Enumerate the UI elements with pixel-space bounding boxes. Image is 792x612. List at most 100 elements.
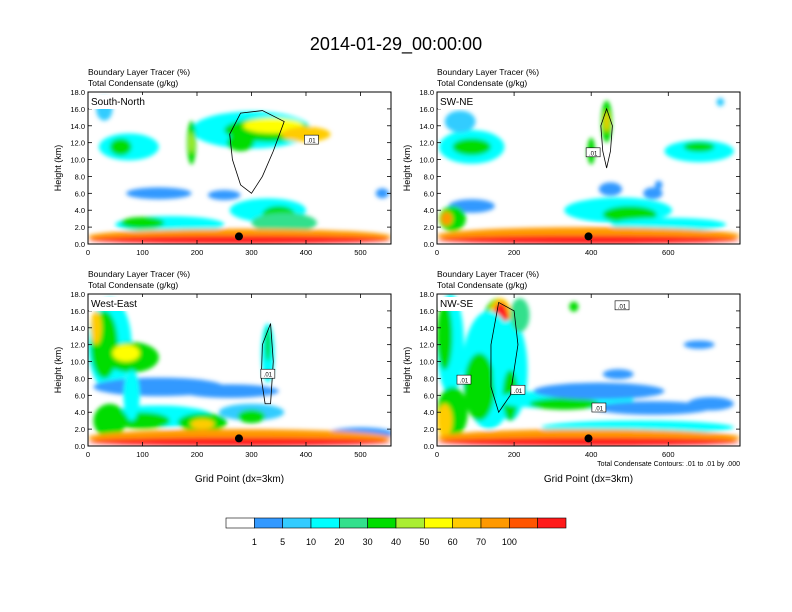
panel-sw-ne: .01 0.0 2.0 4.0 6.0 8.0 10.0 12.0 14.0 16.0 18.0 0 2… (402, 67, 741, 257)
panel-title-line-1: Boundary Layer Tracer (%) (88, 67, 190, 77)
x-tick-label: 400 (300, 248, 313, 257)
x-tick-label: 600 (662, 248, 675, 257)
y-tick-label: 18.0 (419, 290, 434, 299)
colorbar-swatch (452, 517, 482, 529)
x-tick-label: 300 (245, 248, 258, 257)
y-tick-label: 14.0 (70, 122, 85, 131)
panel-name: SW-NE (440, 97, 473, 108)
colorbar: 1 5 10 20 30 40 50 60 70 100 (225, 517, 567, 547)
y-tick-label: 16.0 (419, 307, 434, 316)
contour-footnote: Total Condensate Contours: .01 to .01 by… (597, 461, 740, 468)
colorbar-label: 40 (391, 537, 401, 547)
contour-label: .01 (589, 151, 598, 157)
shaded-cell (683, 141, 715, 152)
contour-label: .01 (307, 139, 316, 145)
panel-name: West-East (91, 299, 137, 310)
x-tick-label: 200 (191, 450, 204, 459)
colorbar-swatch (339, 517, 368, 529)
shaded-cell (237, 409, 266, 424)
y-tick-label: 8.0 (75, 172, 85, 181)
colorbar-label: 50 (419, 537, 429, 547)
shaded-cell (123, 370, 140, 421)
figure-title: 2014-01-29_00:00:00 (310, 34, 482, 55)
shaded-cell (112, 344, 140, 362)
y-tick-label: 16.0 (70, 307, 85, 316)
contour-label: .01 (514, 389, 523, 395)
colorbar-swatch (254, 517, 283, 529)
plot-frame (436, 91, 741, 245)
shaded-cell (683, 340, 715, 349)
y-tick-label: 12.0 (419, 341, 434, 350)
shaded-cell (437, 302, 453, 370)
shaded-cell (251, 212, 317, 234)
contour-label: .01 (460, 379, 469, 385)
y-tick-label: 0.0 (75, 442, 85, 451)
y-tick-label: 10.0 (419, 358, 434, 367)
y-tick-label: 2.0 (75, 223, 85, 232)
shaded-cell (180, 384, 279, 398)
tracer-field (88, 97, 391, 244)
location-marker (234, 232, 243, 241)
y-tick-label: 14.0 (419, 324, 434, 333)
shaded-cell (643, 187, 663, 200)
x-tick-label: 100 (136, 248, 149, 257)
y-tick-label: 6.0 (424, 189, 434, 198)
y-tick-label: 4.0 (424, 408, 434, 417)
x-tick-label: 0 (86, 450, 90, 459)
colorbar-swatch (480, 517, 510, 529)
colorbar-swatch (310, 517, 340, 529)
colorbar-swatch (282, 517, 312, 529)
colorbar-swatch (424, 517, 453, 529)
shaded-cell (569, 301, 579, 312)
y-axis-label: Height (km) (402, 145, 412, 192)
y-tick-label: 14.0 (70, 324, 85, 333)
x-tick-label: 400 (585, 450, 598, 459)
x-tick-label: 0 (435, 248, 439, 257)
y-tick-label: 10.0 (419, 156, 434, 165)
x-tick-label: 200 (508, 450, 521, 459)
y-tick-label: 12.0 (419, 139, 434, 148)
x-tick-label: 600 (662, 450, 675, 459)
shaded-cell (190, 418, 215, 430)
colorbar-label: 70 (476, 537, 486, 547)
plot-frame (436, 293, 741, 447)
x-axis-label: Grid Point (dx=3km) (544, 474, 633, 485)
y-tick-label: 0.0 (75, 240, 85, 249)
y-tick-label: 0.0 (424, 442, 434, 451)
contour-label: .01 (618, 304, 627, 310)
panel-name: South-North (91, 97, 145, 108)
x-tick-label: 100 (136, 450, 149, 459)
y-tick-label: 0.0 (424, 240, 434, 249)
colorbar-swatch (367, 517, 397, 529)
panel-title-line-2: Total Condensate (g/kg) (437, 280, 527, 290)
condensate-contour (229, 110, 285, 194)
shaded-cell (687, 397, 734, 411)
shaded-cell (437, 403, 453, 438)
x-tick-label: 200 (191, 248, 204, 257)
y-tick-label: 4.0 (75, 408, 85, 417)
location-marker (584, 434, 593, 443)
panel-title-line-2: Total Condensate (g/kg) (437, 78, 527, 88)
shaded-cell (189, 132, 194, 153)
y-tick-label: 6.0 (424, 391, 434, 400)
y-tick-label: 10.0 (70, 156, 85, 165)
shaded-cell (598, 182, 623, 196)
colorbar-label: 10 (306, 537, 316, 547)
colorbar-swatch (537, 517, 567, 529)
condensate-contour (490, 301, 519, 414)
colorbar-label: 100 (502, 537, 517, 547)
x-tick-label: 500 (354, 248, 367, 257)
panel-title-line-1: Boundary Layer Tracer (%) (88, 269, 190, 279)
y-tick-label: 16.0 (70, 105, 85, 114)
y-tick-label: 12.0 (70, 139, 85, 148)
colorbar-label: 1 (252, 537, 257, 547)
panel-title-line-1: Boundary Layer Tracer (%) (437, 269, 539, 279)
shaded-cell (126, 187, 192, 200)
x-tick-label: 200 (508, 248, 521, 257)
y-tick-label: 18.0 (419, 88, 434, 97)
y-tick-label: 18.0 (70, 88, 85, 97)
shaded-cell (440, 211, 453, 226)
shaded-cell (265, 327, 271, 362)
x-tick-label: 400 (585, 248, 598, 257)
